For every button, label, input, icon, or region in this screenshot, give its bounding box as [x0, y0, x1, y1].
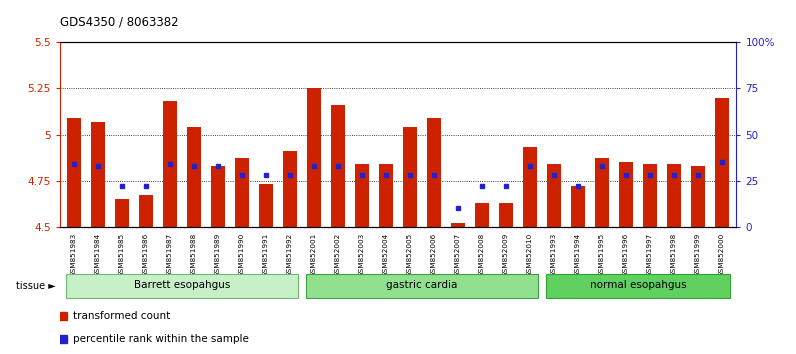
Bar — [139, 195, 153, 227]
Bar — [427, 118, 441, 227]
Bar — [572, 186, 584, 227]
Bar — [331, 105, 345, 227]
Text: transformed count: transformed count — [73, 311, 170, 321]
Bar — [355, 164, 369, 227]
Bar — [619, 162, 633, 227]
Text: percentile rank within the sample: percentile rank within the sample — [73, 333, 249, 343]
Bar — [475, 202, 489, 227]
Bar — [404, 127, 416, 227]
Text: Barrett esopahgus: Barrett esopahgus — [134, 280, 230, 290]
Bar — [307, 88, 321, 227]
Bar — [595, 159, 608, 227]
Bar — [523, 147, 537, 227]
Bar — [716, 98, 728, 227]
Bar — [66, 274, 298, 298]
Bar — [212, 166, 224, 227]
Bar — [163, 101, 177, 227]
Bar — [92, 122, 105, 227]
Bar — [643, 164, 657, 227]
Bar — [546, 274, 730, 298]
Bar — [283, 151, 297, 227]
Bar — [115, 199, 129, 227]
Text: normal esopahgus: normal esopahgus — [590, 280, 686, 290]
Bar — [236, 159, 248, 227]
Bar — [380, 164, 392, 227]
Text: tissue ►: tissue ► — [16, 281, 56, 291]
Bar — [451, 223, 465, 227]
Bar — [548, 164, 560, 227]
Bar — [499, 202, 513, 227]
Bar — [691, 166, 704, 227]
Bar — [68, 118, 80, 227]
Bar — [188, 127, 201, 227]
Bar — [667, 164, 681, 227]
Bar — [306, 274, 538, 298]
Text: gastric cardia: gastric cardia — [386, 280, 458, 290]
Text: GDS4350 / 8063382: GDS4350 / 8063382 — [60, 15, 178, 28]
Bar — [259, 184, 273, 227]
